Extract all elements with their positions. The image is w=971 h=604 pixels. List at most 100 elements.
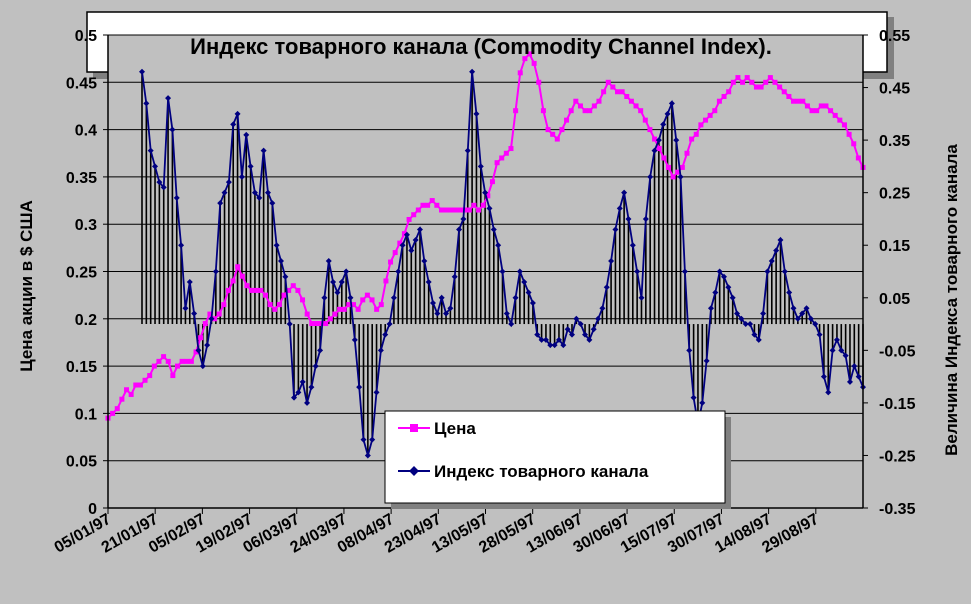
price-point [818, 103, 824, 109]
price-point [147, 373, 153, 379]
y-tick-label: 0.25 [66, 265, 97, 282]
price-point [434, 202, 440, 208]
price-point [193, 349, 199, 355]
price-point [624, 93, 630, 99]
price-point [559, 127, 565, 133]
cci-point [716, 268, 723, 275]
cci-point [512, 294, 519, 301]
price-point [591, 103, 597, 109]
price-point [304, 311, 310, 317]
cci-point [321, 294, 328, 301]
cci-point [616, 205, 623, 212]
price-point [795, 98, 801, 104]
price-point [791, 98, 797, 104]
cci-point [304, 399, 311, 406]
price-point [119, 396, 125, 402]
cci-point [230, 121, 237, 128]
price-point [327, 316, 333, 322]
cci-point [160, 184, 167, 191]
price-point [628, 98, 634, 104]
price-point [707, 112, 713, 118]
y-tick-label: 0 [88, 501, 97, 518]
cci-point [251, 189, 258, 196]
cci-point [178, 242, 185, 249]
price-point [735, 75, 741, 81]
cci-point [451, 273, 458, 280]
price-point [763, 79, 769, 85]
price-point [758, 84, 764, 90]
cci-point [690, 394, 697, 401]
y2-tick-label: -0.35 [879, 501, 916, 518]
price-point [128, 391, 134, 397]
price-point [499, 155, 505, 161]
cci-point [382, 331, 389, 338]
y2-tick-label: -0.15 [879, 396, 916, 413]
price-point [494, 160, 500, 166]
price-point [693, 131, 699, 137]
price-point [777, 84, 783, 90]
price-point [235, 264, 241, 270]
cci-point [647, 173, 654, 180]
cci-point [747, 321, 754, 328]
cci-point [803, 305, 810, 312]
cci-point [677, 173, 684, 180]
cci-point [638, 294, 645, 301]
cci-point [851, 363, 858, 370]
price-point [568, 108, 574, 114]
price-point [360, 297, 366, 303]
price-point [300, 297, 306, 303]
price-point [207, 311, 213, 317]
cci-point [212, 268, 219, 275]
cci-point [799, 310, 806, 317]
cci-point [299, 378, 306, 385]
cci-point [343, 268, 350, 275]
cci-point [807, 315, 814, 322]
price-point [605, 79, 611, 85]
cci-point [477, 163, 484, 170]
cci-point [473, 110, 480, 117]
price-point [804, 103, 810, 109]
price-point [675, 169, 681, 175]
cci-point [152, 163, 159, 170]
cci-point [225, 179, 232, 186]
price-point [841, 122, 847, 128]
price-point [262, 292, 268, 298]
cci-point [707, 305, 714, 312]
y2-axis-title: Величина Индекса товарного канала [942, 144, 961, 456]
price-point [341, 306, 347, 312]
price-point [290, 283, 296, 289]
price-point [383, 278, 389, 284]
cci-point [655, 137, 662, 144]
price-point [531, 60, 537, 66]
price-point [401, 231, 407, 237]
price-point [448, 207, 454, 213]
cci-point [364, 452, 371, 459]
price-point [716, 98, 722, 104]
price-point [397, 240, 403, 246]
cci-point [820, 373, 827, 380]
cci-point [634, 268, 641, 275]
price-point [151, 363, 157, 369]
cci-point [751, 331, 758, 338]
price-point [369, 297, 375, 303]
cci-point [330, 279, 337, 286]
cci-point [295, 389, 302, 396]
cci-point [490, 226, 497, 233]
price-point [828, 108, 834, 114]
price-point [767, 75, 773, 81]
price-point [452, 207, 458, 213]
chart-title: Индекс товарного канала (Commodity Chann… [190, 34, 772, 59]
cci-point [564, 326, 571, 333]
price-point [420, 202, 426, 208]
cci-point [525, 289, 532, 296]
cci-point [260, 147, 267, 154]
cci-point [147, 147, 154, 154]
cci-point [186, 279, 193, 286]
cci-point [816, 331, 823, 338]
cci-point [438, 294, 445, 301]
cci-point [165, 95, 172, 102]
cci-point [612, 226, 619, 233]
cci-point [495, 242, 502, 249]
price-point [656, 146, 662, 152]
